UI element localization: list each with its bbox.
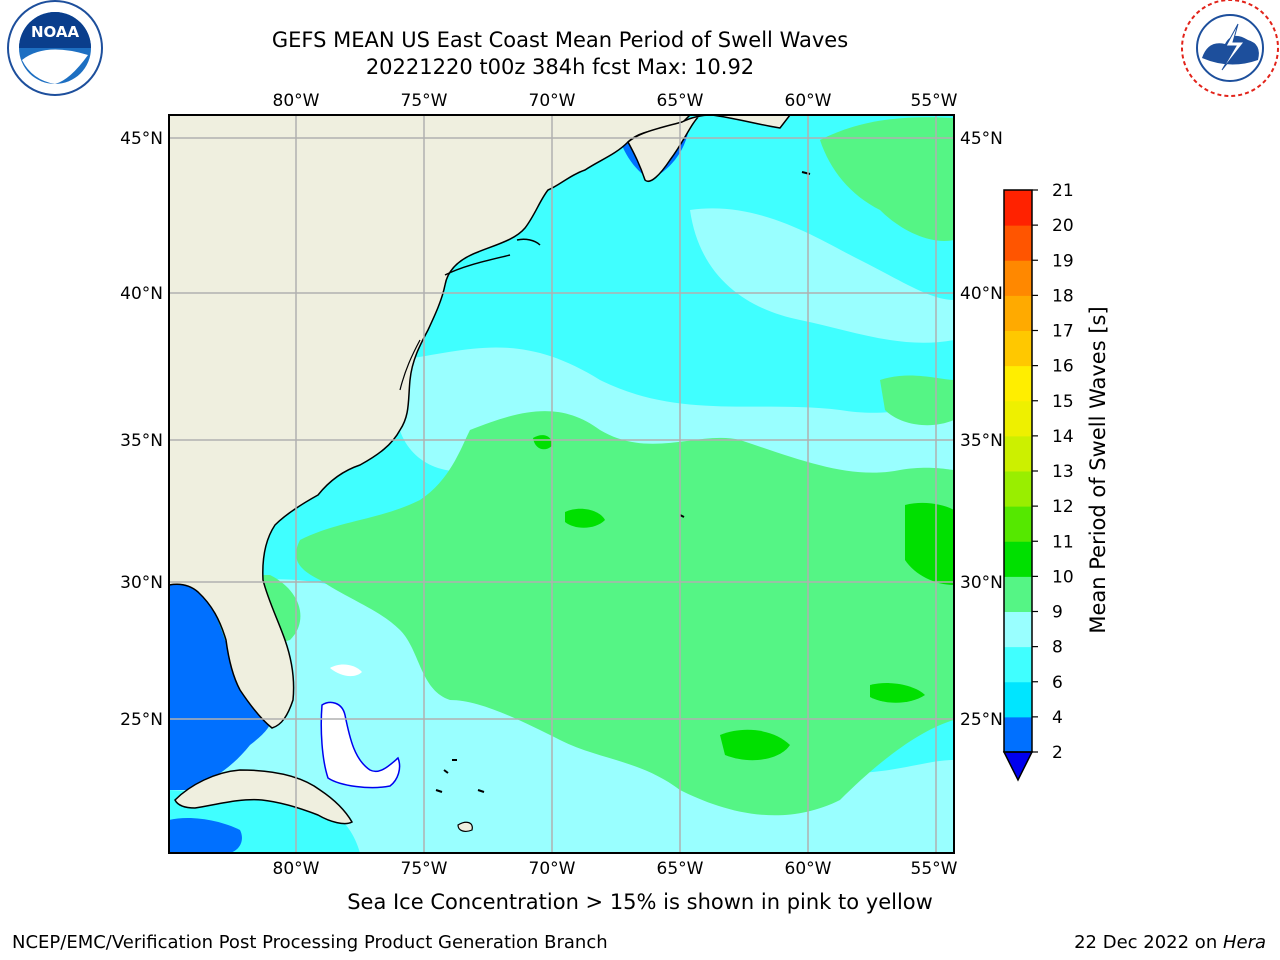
colorbar-bin xyxy=(1004,260,1032,296)
lat-label-right: 25°N xyxy=(960,710,1003,730)
colorbar-bin xyxy=(1004,611,1032,648)
svg-text:NOAA: NOAA xyxy=(31,23,80,41)
colorbar-bin xyxy=(1004,330,1032,367)
land xyxy=(169,115,791,825)
colorbar-bin xyxy=(1004,365,1032,402)
lon-labels-top: 80°W 75°W 70°W 65°W 60°W 55°W xyxy=(273,91,958,111)
colorbar-bin xyxy=(1004,646,1032,683)
credit-date: 22 Dec 2022 on xyxy=(1074,932,1223,953)
lon-label-bottom: 80°W xyxy=(273,859,320,879)
lat-label-right: 45°N xyxy=(960,129,1003,149)
colorbar-bin xyxy=(1004,435,1032,472)
colorbar-bin xyxy=(1004,400,1032,437)
colorbar-under-arrow xyxy=(1002,751,1034,782)
colorbar-bin xyxy=(1004,541,1032,577)
colorbar-tick-label: 16 xyxy=(1052,357,1074,377)
colorbar-bin xyxy=(1004,681,1032,718)
colorbar-tick-label: 17 xyxy=(1052,322,1074,342)
colorbar-bin xyxy=(1004,225,1032,261)
lon-label-top: 65°W xyxy=(657,91,704,111)
colorbar-title: Mean Period of Swell Waves [s] xyxy=(1086,306,1110,633)
credit-date-host: 22 Dec 2022 on Hera xyxy=(1074,932,1266,953)
colorbar-tick-label: 13 xyxy=(1052,462,1074,482)
lon-label-top: 80°W xyxy=(273,91,320,111)
noaa-logo: NOAA xyxy=(7,0,103,96)
lat-label-left: 35°N xyxy=(120,431,163,451)
colorbar-tick-label: 10 xyxy=(1052,567,1074,587)
colorbar-bin xyxy=(1004,471,1032,507)
credit-host: Hera xyxy=(1222,932,1266,953)
colorbar-bin xyxy=(1004,506,1032,542)
colorbar-bin xyxy=(1004,576,1032,612)
lat-label-right: 40°N xyxy=(960,284,1003,304)
lon-label-bottom: 75°W xyxy=(401,859,448,879)
colorbar-tick-label: 6 xyxy=(1052,673,1063,693)
colorbar-tick-label: 21 xyxy=(1052,181,1074,201)
lon-label-bottom: 55°W xyxy=(911,859,958,879)
credit-producer: NCEP/EMC/Verification Post Processing Pr… xyxy=(12,932,608,953)
colorbar-bin xyxy=(1004,190,1032,226)
lat-label-left: 40°N xyxy=(120,284,163,304)
lat-label-left: 25°N xyxy=(120,710,163,730)
colorbar-tick-label: 14 xyxy=(1052,427,1074,447)
lon-labels-bottom: 80°W 75°W 70°W 65°W 60°W 55°W xyxy=(273,859,958,879)
lon-label-bottom: 70°W xyxy=(529,859,576,879)
colorbar-tick-label: 19 xyxy=(1052,251,1074,271)
colorbar-bin xyxy=(1004,716,1032,753)
colorbar-bin xyxy=(1004,295,1032,331)
lat-label-left: 45°N xyxy=(120,129,163,149)
colorbar-tick-label: 20 xyxy=(1052,216,1074,236)
colorbar-tick-label: 15 xyxy=(1052,392,1074,412)
lon-label-top: 70°W xyxy=(529,91,576,111)
colorbar-tick-label: 12 xyxy=(1052,497,1074,517)
lon-label-bottom: 60°W xyxy=(785,859,832,879)
map-subtitle: 20221220 t00z 384h fcst Max: 10.92 xyxy=(365,55,755,79)
map-title: GEFS MEAN US East Coast Mean Period of S… xyxy=(271,28,849,52)
colorbar-tick-label: 8 xyxy=(1052,638,1063,658)
sea-ice-note: Sea Ice Concentration > 15% is shown in … xyxy=(347,890,933,914)
lon-label-top: 75°W xyxy=(401,91,448,111)
colorbar-tick-label: 11 xyxy=(1052,532,1074,552)
lat-labels-left: 45°N 40°N 35°N 30°N 25°N xyxy=(120,129,163,730)
swell-period-field xyxy=(169,117,954,853)
colorbar-tick-label: 18 xyxy=(1052,286,1074,306)
nws-logo xyxy=(1181,0,1279,97)
colorbar: 2 4 6 8 9 10 11 12 13 14 15 16 17 18 19 20 21 xyxy=(1002,181,1074,782)
map-frame xyxy=(168,114,955,854)
lon-label-top: 60°W xyxy=(785,91,832,111)
colorbar-tick-label: 9 xyxy=(1052,603,1063,623)
graticule xyxy=(169,115,954,853)
colorbar-tick-label: 4 xyxy=(1052,708,1063,728)
lon-label-top: 55°W xyxy=(911,91,958,111)
lon-label-bottom: 65°W xyxy=(657,859,704,879)
lat-labels-right: 45°N 40°N 35°N 30°N 25°N xyxy=(960,129,1003,730)
lat-label-right: 35°N xyxy=(960,431,1003,451)
lat-label-right: 30°N xyxy=(960,573,1003,593)
colorbar-tick-label: 2 xyxy=(1052,743,1063,763)
lat-label-left: 30°N xyxy=(120,573,163,593)
